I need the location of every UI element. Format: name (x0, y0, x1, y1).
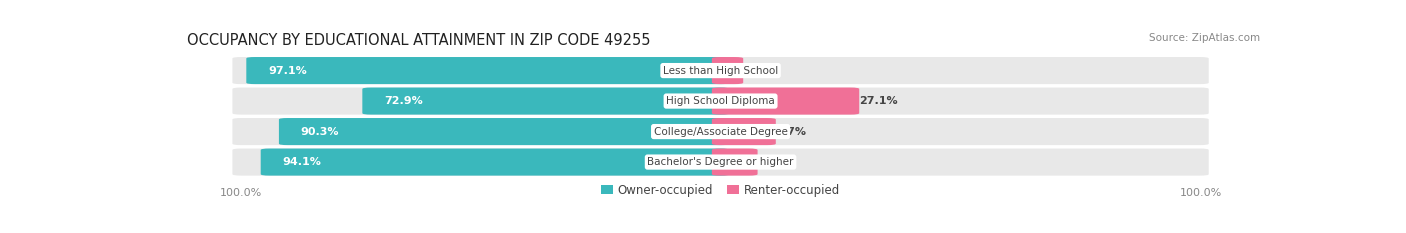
FancyBboxPatch shape (278, 118, 730, 145)
Text: College/Associate Degree: College/Associate Degree (654, 127, 787, 137)
Text: 97.1%: 97.1% (269, 65, 307, 75)
FancyBboxPatch shape (711, 118, 776, 145)
Text: 9.7%: 9.7% (776, 127, 807, 137)
FancyBboxPatch shape (232, 118, 1209, 145)
Text: High School Diploma: High School Diploma (666, 96, 775, 106)
Text: Bachelor's Degree or higher: Bachelor's Degree or higher (647, 157, 794, 167)
FancyBboxPatch shape (232, 148, 1209, 176)
Legend: Owner-occupied, Renter-occupied: Owner-occupied, Renter-occupied (596, 179, 845, 202)
Text: 5.9%: 5.9% (758, 157, 789, 167)
Text: OCCUPANCY BY EDUCATIONAL ATTAINMENT IN ZIP CODE 49255: OCCUPANCY BY EDUCATIONAL ATTAINMENT IN Z… (187, 33, 650, 48)
Text: 100.0%: 100.0% (219, 188, 262, 198)
Text: Source: ZipAtlas.com: Source: ZipAtlas.com (1149, 33, 1260, 43)
Text: 2.9%: 2.9% (744, 65, 775, 75)
Text: 27.1%: 27.1% (859, 96, 898, 106)
FancyBboxPatch shape (711, 88, 859, 115)
Text: 94.1%: 94.1% (283, 157, 322, 167)
FancyBboxPatch shape (232, 88, 1209, 115)
FancyBboxPatch shape (246, 57, 730, 84)
Text: 100.0%: 100.0% (1180, 188, 1222, 198)
Text: 90.3%: 90.3% (301, 127, 339, 137)
FancyBboxPatch shape (232, 57, 1209, 84)
Text: Less than High School: Less than High School (664, 65, 778, 75)
Text: 72.9%: 72.9% (384, 96, 423, 106)
FancyBboxPatch shape (363, 88, 730, 115)
FancyBboxPatch shape (711, 57, 744, 84)
FancyBboxPatch shape (711, 148, 758, 176)
FancyBboxPatch shape (260, 148, 730, 176)
